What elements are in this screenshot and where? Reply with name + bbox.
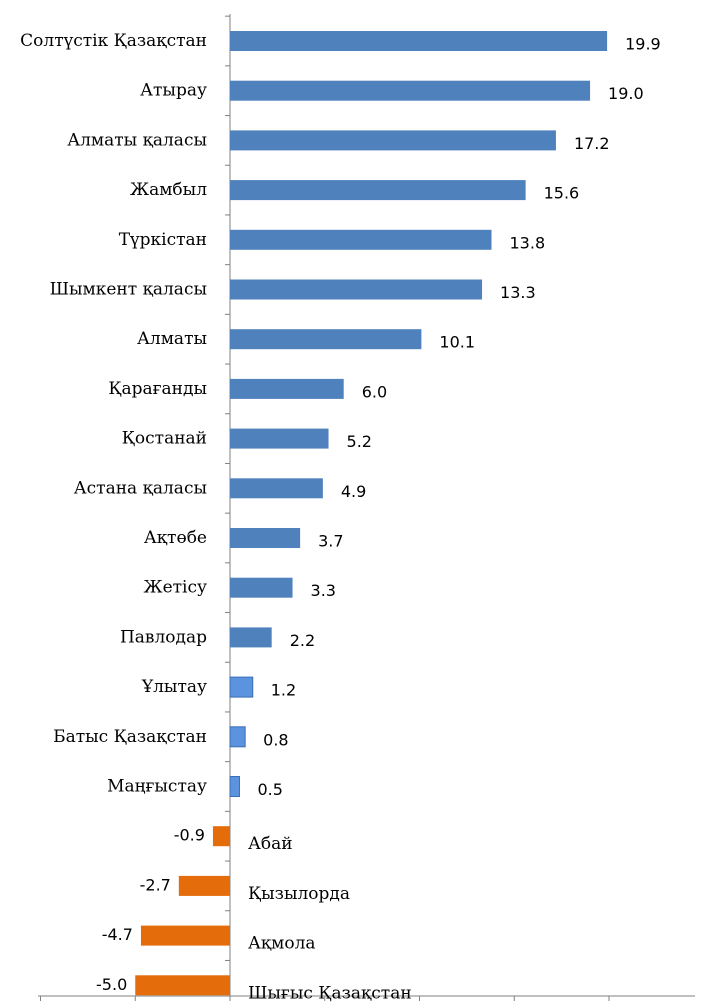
category-label: Жетісу bbox=[143, 578, 207, 598]
value-label: -4.7 bbox=[102, 925, 133, 944]
category-label: Шымкент қаласы bbox=[50, 280, 207, 300]
bar bbox=[230, 80, 591, 101]
bar bbox=[230, 279, 483, 300]
category-label: Түркістан bbox=[119, 230, 207, 250]
chart-bars bbox=[135, 31, 608, 996]
category-label: Астана қаласы bbox=[74, 478, 207, 498]
value-label: 13.3 bbox=[500, 283, 536, 302]
category-label: Ақтөбе bbox=[144, 528, 207, 548]
value-label: 15.6 bbox=[544, 184, 580, 203]
value-label: 3.7 bbox=[318, 532, 343, 551]
category-label: Солтүстік Қазақстан bbox=[20, 31, 207, 51]
value-label: -5.0 bbox=[96, 975, 127, 994]
bar bbox=[230, 528, 301, 548]
category-label: Маңғыстау bbox=[107, 777, 207, 797]
category-label: Батыс Қазақстан bbox=[53, 727, 207, 747]
value-label: 5.2 bbox=[347, 432, 372, 451]
category-label: Абай bbox=[248, 834, 293, 854]
value-label: 17.2 bbox=[574, 134, 610, 153]
value-label: 1.2 bbox=[271, 681, 296, 700]
bar bbox=[230, 627, 272, 648]
value-label: -2.7 bbox=[140, 875, 171, 894]
bar bbox=[178, 875, 230, 896]
category-label: Шығыс Қазақстан bbox=[248, 983, 412, 1003]
value-label: 2.2 bbox=[290, 631, 315, 650]
bar bbox=[140, 925, 230, 946]
category-label: Қостанай bbox=[122, 429, 207, 449]
bar bbox=[230, 180, 526, 201]
category-label: Атырау bbox=[140, 81, 207, 101]
category-label: Ақмола bbox=[248, 934, 316, 954]
category-label: Ұлытау bbox=[141, 677, 207, 697]
value-label: 3.3 bbox=[311, 581, 336, 600]
category-label: Жамбыл bbox=[130, 180, 207, 200]
value-label: 13.8 bbox=[510, 233, 546, 252]
value-label: 19.9 bbox=[625, 35, 661, 54]
bar bbox=[230, 478, 323, 499]
value-label: 0.5 bbox=[257, 780, 282, 799]
bar bbox=[230, 428, 329, 449]
category-label: Қызылорда bbox=[248, 884, 350, 904]
value-label: 0.8 bbox=[263, 730, 288, 749]
bar bbox=[229, 776, 240, 797]
bar bbox=[229, 676, 254, 698]
value-label: 4.9 bbox=[341, 482, 366, 501]
category-label: Қарағанды bbox=[108, 379, 207, 399]
bar bbox=[230, 577, 293, 598]
bar bbox=[230, 329, 422, 350]
bar bbox=[212, 826, 230, 847]
bar bbox=[230, 130, 556, 151]
value-label: 19.0 bbox=[608, 84, 644, 103]
category-label: Павлодар bbox=[120, 627, 207, 647]
chart-labels: Солтүстік Қазақстан 19.9 Атырау 19.0 Алматы … bbox=[20, 31, 661, 1003]
bar bbox=[229, 726, 246, 748]
bar bbox=[135, 975, 230, 996]
value-label: -0.9 bbox=[174, 826, 205, 845]
bar bbox=[230, 229, 492, 250]
bar bbox=[230, 378, 344, 399]
value-label: 10.1 bbox=[439, 333, 475, 352]
value-label: 6.0 bbox=[362, 382, 387, 401]
category-label: Алматы қаласы bbox=[67, 130, 207, 150]
category-label: Алматы bbox=[137, 329, 207, 349]
bar bbox=[230, 31, 608, 51]
chart-axes bbox=[38, 14, 695, 1001]
